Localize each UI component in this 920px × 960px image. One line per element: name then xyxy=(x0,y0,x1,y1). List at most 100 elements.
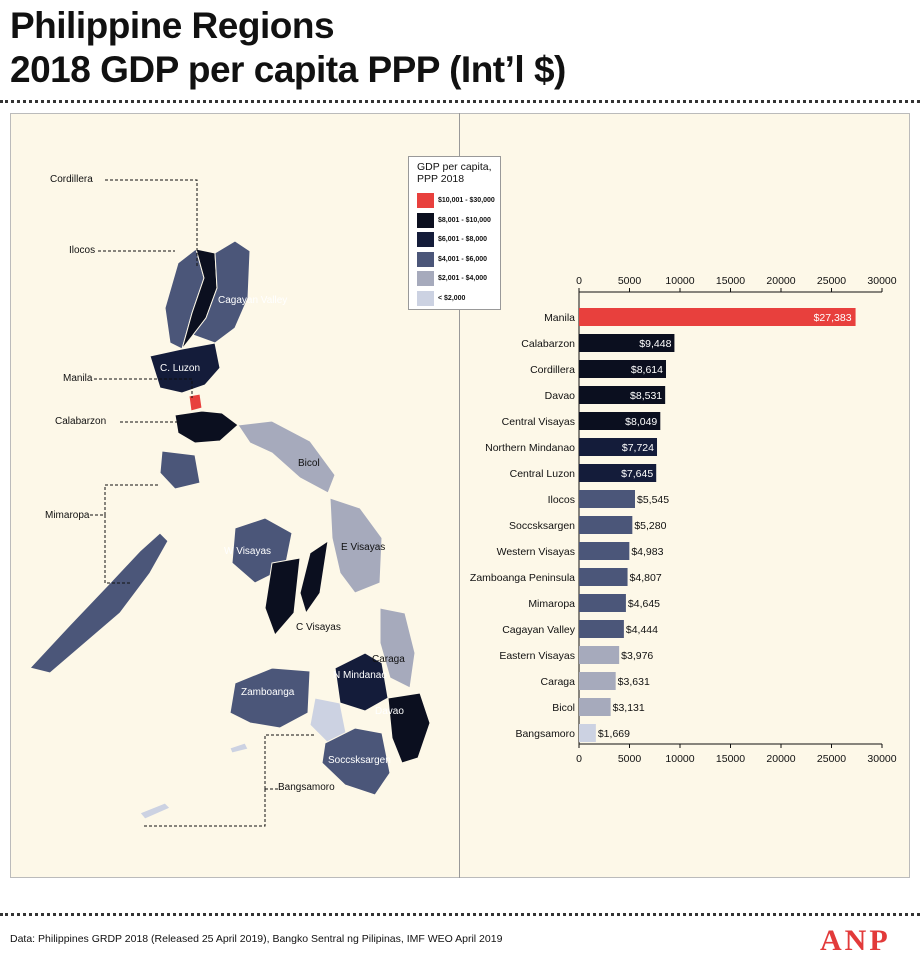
x-tick-label-top: 25000 xyxy=(817,275,846,287)
legend-label: $4,001 - $6,000 xyxy=(438,255,488,263)
bar xyxy=(579,542,630,560)
leader-manila xyxy=(94,378,193,398)
bar xyxy=(579,698,611,716)
x-tick-label-bottom: 5000 xyxy=(618,753,642,765)
map-label-ilocos: Ilocos xyxy=(69,245,96,256)
bottom-dotted-rule xyxy=(0,913,920,916)
value-label: $4,807 xyxy=(630,572,662,584)
value-label: $27,383 xyxy=(814,312,852,324)
leader-cordillera xyxy=(105,179,198,268)
title-block: Philippine Regions 2018 GDP per capita P… xyxy=(10,4,566,92)
region-davao xyxy=(387,692,431,764)
x-tick-label-top: 0 xyxy=(576,275,582,287)
x-tick-label-bottom: 0 xyxy=(576,753,582,765)
legend-label: $8,001 - $10,000 xyxy=(438,216,491,224)
category-label: Eastern Visayas xyxy=(499,650,575,662)
legend-item: $4,001 - $6,000 xyxy=(417,250,494,270)
region-zamboanga xyxy=(229,667,311,729)
x-tick-label-top: 15000 xyxy=(716,275,745,287)
x-tick-label-bottom: 20000 xyxy=(766,753,795,765)
category-label: Northern Mindanao xyxy=(485,442,575,454)
leader-bangsamoro xyxy=(143,734,315,827)
value-label: $7,724 xyxy=(622,442,654,454)
legend-title: GDP per capita, PPP 2018 xyxy=(417,161,492,185)
panel-divider xyxy=(459,113,460,878)
category-label: Bangsamoro xyxy=(515,728,575,740)
x-tick-label-bottom: 30000 xyxy=(867,753,896,765)
page-subtitle: 2018 GDP per capita PPP (Int’l $) xyxy=(10,49,566,90)
bar xyxy=(579,646,620,664)
map-label-calabarzon: Calabarzon xyxy=(55,416,107,427)
value-label: $3,131 xyxy=(613,702,645,714)
value-label: $4,983 xyxy=(631,546,663,558)
map-label-davao: Davao xyxy=(375,706,404,717)
bar xyxy=(579,490,636,508)
region-bangsamoro-islands xyxy=(139,742,249,820)
x-tick-label-bottom: 15000 xyxy=(716,753,745,765)
map-label-bicol: Bicol xyxy=(298,458,320,469)
region-mimaropa-mindoro xyxy=(159,450,201,490)
x-tick-label-bottom: 25000 xyxy=(817,753,846,765)
bar xyxy=(579,334,675,352)
source-note: Data: Philippines GRDP 2018 (Released 25… xyxy=(10,933,503,945)
category-label: Cordillera xyxy=(530,364,575,376)
legend-swatch xyxy=(417,232,434,248)
map-label-mimaropa: Mimaropa xyxy=(45,510,90,521)
bar xyxy=(579,516,633,534)
anp-logo: ANP xyxy=(820,924,891,957)
map-label-e-visayas: E Visayas xyxy=(341,542,386,553)
bar xyxy=(579,386,666,404)
bar xyxy=(579,360,667,378)
bar xyxy=(579,412,661,430)
map-regions xyxy=(29,240,431,820)
value-label: $5,280 xyxy=(634,520,666,532)
legend-swatch xyxy=(417,212,434,228)
x-tick-label-top: 20000 xyxy=(766,275,795,287)
legend-item: $10,001 - $30,000 xyxy=(417,191,495,211)
legend-item: $8,001 - $10,000 xyxy=(417,211,494,231)
legend-item: < $2,000 xyxy=(417,289,494,309)
legend-swatch xyxy=(417,251,434,267)
map-label-n-mindanao: N Mindanao xyxy=(333,670,387,681)
leader-mimaropa xyxy=(90,484,160,584)
region-central-luzon xyxy=(149,342,221,394)
legend-label: < $2,000 xyxy=(438,294,466,302)
map-label-bangsamoro: Bangsamoro xyxy=(278,782,335,793)
map-label-cordillera: Cordillera xyxy=(50,174,93,185)
value-label: $8,049 xyxy=(625,416,657,428)
x-tick-label-top: 10000 xyxy=(665,275,694,287)
category-label: Ilocos xyxy=(548,494,575,506)
region-soccsksargen xyxy=(321,727,391,796)
category-label: Calabarzon xyxy=(521,338,575,350)
legend-label: $6,001 - $8,000 xyxy=(438,236,488,244)
bar xyxy=(579,672,616,690)
category-label: Zamboanga Peninsula xyxy=(470,572,575,584)
value-label: $3,631 xyxy=(618,676,650,688)
bar xyxy=(579,594,626,612)
region-eastern-visayas xyxy=(329,497,383,594)
map-label-zamboanga: Zamboanga xyxy=(241,687,295,698)
philippines-map xyxy=(29,179,431,827)
legend-swatch xyxy=(417,290,434,306)
bar xyxy=(579,568,628,586)
value-label: $4,444 xyxy=(626,624,658,636)
category-label: Mimaropa xyxy=(528,598,575,610)
bar xyxy=(579,308,856,326)
x-tick-label-top: 5000 xyxy=(618,275,642,287)
legend-item: $6,001 - $8,000 xyxy=(417,230,494,250)
category-label: Bicol xyxy=(552,702,575,714)
category-label: Soccsksargen xyxy=(509,520,575,532)
bar xyxy=(579,464,657,482)
value-label: $8,614 xyxy=(631,364,663,376)
region-caraga xyxy=(379,607,416,689)
category-label: Cagayan Valley xyxy=(502,624,576,636)
region-cagayan-valley xyxy=(192,240,251,344)
category-label: Western Visayas xyxy=(497,546,575,558)
legend-swatch xyxy=(417,193,434,209)
value-label: $3,976 xyxy=(621,650,653,662)
legend-swatch xyxy=(417,271,434,287)
x-tick-label-bottom: 10000 xyxy=(665,753,694,765)
region-bicol xyxy=(237,420,336,494)
map-leader-lines xyxy=(90,179,315,827)
x-tick-label-top: 30000 xyxy=(867,275,896,287)
